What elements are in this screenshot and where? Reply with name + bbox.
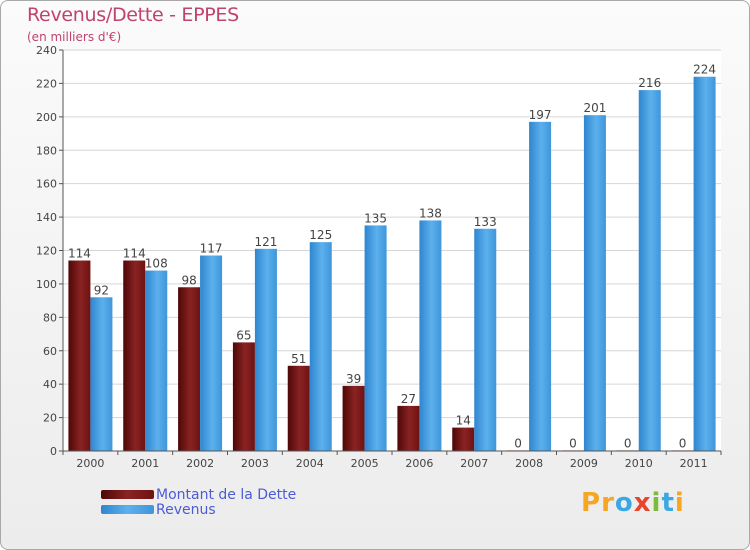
logo-letter: r: [601, 488, 615, 518]
data-label-revenue: 133: [474, 215, 497, 229]
x-tick-label: 2000: [76, 457, 104, 470]
x-tick-label: 2010: [625, 457, 653, 470]
bar-revenue: [474, 228, 497, 451]
bar-debt: [123, 260, 146, 451]
logo-letter: t: [661, 488, 675, 518]
bar-revenue: [638, 90, 661, 451]
data-label-debt: 114: [123, 247, 146, 261]
x-tick-label: 2007: [460, 457, 488, 470]
bars: [68, 76, 716, 452]
data-label-revenue: 92: [94, 283, 109, 297]
bar-revenue: [254, 248, 277, 451]
x-tick-label: 2003: [241, 457, 269, 470]
bar-revenue: [364, 225, 387, 451]
y-tick-label: 160: [36, 178, 57, 191]
y-tick-label: 180: [36, 144, 57, 157]
bar-revenue: [200, 255, 223, 451]
y-tick-label: 240: [36, 44, 57, 57]
data-label-revenue: 108: [145, 257, 168, 271]
chart-title: Revenus/Dette - EPPES: [27, 4, 239, 26]
x-tick-label: 2008: [515, 457, 543, 470]
logo-letter: x: [633, 488, 652, 518]
x-tick-label: 2009: [570, 457, 598, 470]
bar-revenue: [693, 76, 716, 451]
legend: Montant de la Dette Revenus: [101, 486, 297, 518]
legend-item-debt: Montant de la Dette: [101, 486, 297, 503]
x-tick-label: 2005: [351, 457, 379, 470]
x-tick-label: 2001: [131, 457, 159, 470]
bar-revenue: [583, 115, 606, 451]
chart-subtitle: (en milliers d'€): [27, 30, 122, 44]
data-label-debt: 0: [624, 436, 632, 450]
x-tick-label: 2002: [186, 457, 214, 470]
bar-debt: [178, 287, 201, 451]
data-label-debt: 114: [68, 247, 91, 261]
data-label-debt: 51: [291, 352, 306, 366]
y-tick-label: 60: [43, 345, 57, 358]
bar-revenue: [90, 297, 113, 451]
x-tick-label: 2006: [405, 457, 433, 470]
data-label-debt: 0: [679, 436, 687, 450]
data-label-debt: 0: [569, 436, 577, 450]
proxiti-logo: Proxiti: [581, 488, 685, 518]
x-tick-label: 2004: [296, 457, 324, 470]
x-tick-label: 2011: [680, 457, 708, 470]
bar-debt: [287, 365, 310, 451]
data-label-debt: 39: [346, 372, 361, 386]
data-label-revenue: 138: [419, 206, 442, 220]
y-tick-label: 120: [36, 245, 57, 258]
data-label-debt: 14: [456, 414, 471, 428]
logo-letter: o: [614, 488, 634, 518]
y-tick-label: 200: [36, 111, 57, 124]
bar-revenue: [529, 121, 552, 452]
data-label-revenue: 201: [583, 101, 606, 115]
bar-debt: [68, 260, 91, 451]
data-label-revenue: 117: [200, 242, 223, 256]
y-tick-label: 40: [43, 378, 57, 391]
y-tick-label: 20: [43, 412, 57, 425]
legend-label-revenue: Revenus: [156, 501, 216, 518]
data-label-debt: 27: [401, 392, 416, 406]
bar-debt: [232, 342, 255, 451]
y-tick-label: 220: [36, 77, 57, 90]
logo-letter: P: [581, 488, 602, 518]
y-tick-label: 100: [36, 278, 57, 291]
grid-lines: [63, 49, 721, 452]
data-label-debt: 0: [514, 436, 522, 450]
data-label-revenue: 216: [638, 76, 661, 90]
y-tick-label: 80: [43, 311, 57, 324]
legend-item-revenue: Revenus: [101, 501, 296, 518]
data-label-debt: 98: [181, 273, 196, 287]
logo-letter: i: [674, 488, 685, 518]
bar-debt: [452, 427, 475, 451]
legend-label-debt: Montant de la Dette: [156, 486, 297, 503]
x-axis: 2000 2001 2002 2003 2004 2005 2006 2007 2008 2009…: [62, 450, 722, 470]
bar-debt: [397, 405, 420, 451]
bar-revenue: [309, 242, 332, 451]
data-label-revenue: 197: [529, 108, 552, 122]
data-label-revenue: 224: [693, 63, 716, 77]
legend-swatch-revenue: [101, 505, 154, 514]
bar-revenue: [145, 270, 168, 451]
logo-letter: i: [651, 488, 662, 518]
data-label-revenue: 125: [309, 228, 332, 242]
y-tick-label: 0: [50, 445, 57, 458]
data-label-debt: 65: [236, 328, 251, 342]
y-tick-label: 140: [36, 211, 57, 224]
value-labels: 1149211410898117651215112539135271381413…: [68, 63, 716, 451]
y-axis: 0 20 40 60 80 100 120 140 160 180 200 220 240: [36, 44, 64, 458]
bar-revenue: [419, 220, 442, 451]
data-label-revenue: 135: [364, 211, 387, 225]
legend-swatch-debt: [101, 490, 154, 499]
data-label-revenue: 121: [254, 235, 277, 249]
bar-debt: [342, 385, 365, 451]
